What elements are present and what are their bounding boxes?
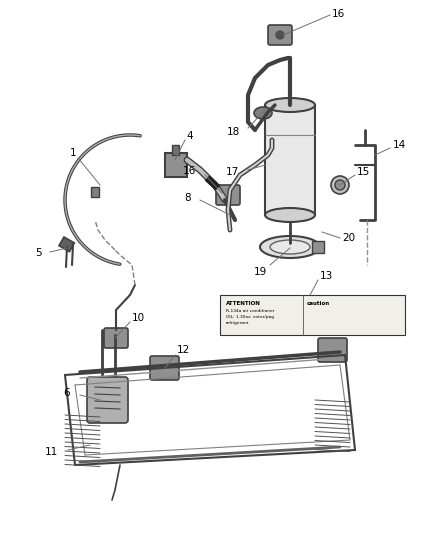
Ellipse shape <box>260 236 320 258</box>
Text: 15: 15 <box>357 167 370 177</box>
FancyBboxPatch shape <box>268 25 292 45</box>
Text: 5: 5 <box>35 248 42 258</box>
Bar <box>91 187 99 197</box>
Bar <box>265 105 315 215</box>
Bar <box>172 145 179 155</box>
Text: 13: 13 <box>320 271 333 281</box>
Text: refrigerant: refrigerant <box>226 321 250 325</box>
Text: 1: 1 <box>70 148 77 158</box>
Bar <box>312 241 324 253</box>
FancyBboxPatch shape <box>318 338 347 362</box>
FancyBboxPatch shape <box>104 328 128 348</box>
Ellipse shape <box>270 240 310 254</box>
FancyBboxPatch shape <box>87 377 128 423</box>
Text: caution: caution <box>307 301 330 306</box>
Bar <box>165 153 187 177</box>
Bar <box>59 237 74 252</box>
Circle shape <box>276 31 284 39</box>
FancyBboxPatch shape <box>150 356 179 380</box>
Text: 10: 10 <box>132 313 145 323</box>
Text: 11: 11 <box>45 447 58 457</box>
Text: 18: 18 <box>227 127 240 137</box>
Bar <box>220 295 405 335</box>
Ellipse shape <box>265 208 315 222</box>
FancyBboxPatch shape <box>216 185 240 205</box>
Text: OIL: 1.30oz. ester/pag: OIL: 1.30oz. ester/pag <box>226 315 274 319</box>
Text: 14: 14 <box>393 140 406 150</box>
Text: 6: 6 <box>64 388 70 398</box>
Circle shape <box>335 180 345 190</box>
Text: 16: 16 <box>183 166 196 176</box>
Circle shape <box>331 176 349 194</box>
Ellipse shape <box>265 98 315 112</box>
Ellipse shape <box>254 107 272 119</box>
Text: ATTENTION: ATTENTION <box>226 301 261 306</box>
Text: 12: 12 <box>177 345 190 355</box>
Text: 20: 20 <box>342 233 355 243</box>
Text: 8: 8 <box>184 193 191 203</box>
Text: 19: 19 <box>253 267 267 277</box>
Text: 17: 17 <box>226 167 239 177</box>
Text: R-134a air conditioner: R-134a air conditioner <box>226 309 275 313</box>
Text: 4: 4 <box>186 131 193 141</box>
Text: 16: 16 <box>332 9 345 19</box>
